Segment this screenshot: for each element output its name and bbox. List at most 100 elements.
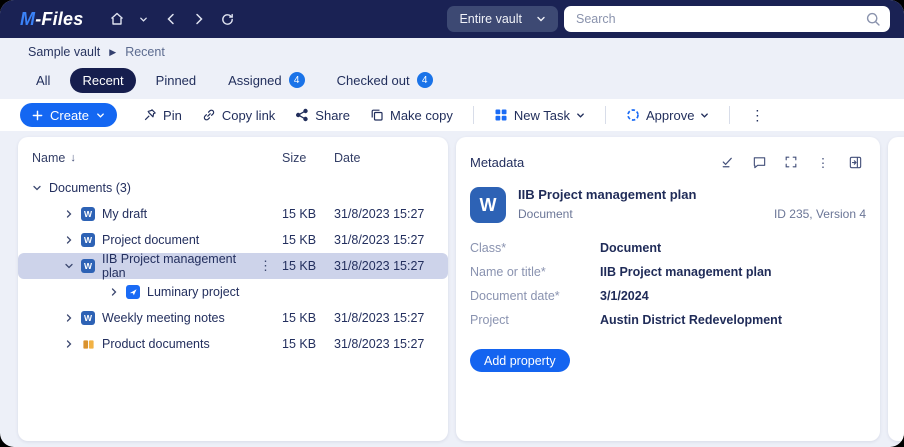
tab-label: Checked out [336, 72, 410, 88]
toolbar-divider [729, 106, 731, 124]
pin-icon [144, 109, 156, 121]
make-copy-button-label: Make copy [390, 107, 453, 123]
chevron-right-icon[interactable] [64, 209, 74, 219]
comments-button[interactable] [748, 151, 770, 173]
document-type: Document [518, 207, 573, 221]
file-list-panel: Name ↓ Size Date Documents (3) W My draf… [18, 137, 448, 441]
list-column-headers: Name ↓ Size Date [18, 151, 448, 175]
list-row-product-documents[interactable]: Product documents 15 KB 31/8/2023 15:27 [18, 331, 448, 357]
toolbar-divider [605, 106, 606, 124]
metadata-panel: Metadata ⋮ [456, 137, 880, 441]
field-value[interactable]: Austin District Redevelopment [600, 313, 782, 327]
pin-button[interactable]: Pin [135, 104, 190, 127]
list-row-weekly-meeting-notes[interactable]: W Weekly meeting notes 15 KB 31/8/2023 1… [18, 305, 448, 331]
field-label: Project [470, 313, 509, 327]
chevron-right-icon[interactable] [109, 287, 119, 297]
search-icon[interactable] [865, 11, 882, 28]
main-content: Name ↓ Size Date Documents (3) W My draf… [0, 131, 904, 447]
back-button[interactable] [159, 6, 183, 32]
preview-panel-edge[interactable] [888, 137, 904, 441]
file-date: 31/8/2023 15:27 [334, 207, 425, 221]
comment-icon [753, 156, 765, 168]
tab-label: Recent [82, 72, 124, 88]
mfiles-logo: M-Files [20, 9, 83, 30]
chevron-down-icon [97, 112, 104, 118]
tab-recent[interactable]: Recent [70, 67, 136, 93]
dock-panel-button[interactable] [844, 151, 866, 173]
sign-button[interactable] [716, 151, 738, 173]
tab-assigned[interactable]: Assigned 4 [216, 67, 316, 93]
checked-out-count-badge: 4 [416, 72, 433, 88]
metadata-more-button[interactable]: ⋮ [816, 155, 830, 170]
chevron-right-icon [196, 13, 203, 25]
file-size: 15 KB [282, 337, 317, 351]
tab-label: Assigned [228, 72, 282, 88]
share-button[interactable]: Share [287, 104, 358, 127]
list-row-project-document[interactable]: W Project document 15 KB 31/8/2023 15:27 [18, 227, 448, 253]
new-task-button[interactable]: New Task [486, 104, 593, 127]
chevron-right-icon[interactable] [64, 235, 74, 245]
link-icon [203, 109, 214, 121]
file-size: 15 KB [282, 207, 317, 221]
project-icon [126, 285, 140, 299]
field-value[interactable]: Document [600, 241, 662, 255]
sub-header: Sample vault ▶ Recent All Recent Pinned … [0, 38, 904, 99]
word-document-icon: W [81, 259, 95, 273]
group-row-documents[interactable]: Documents (3) [18, 175, 448, 201]
tab-checked-out[interactable]: Checked out 4 [325, 67, 445, 93]
breadcrumb-root[interactable]: Sample vault [28, 45, 101, 59]
task-grid-icon [495, 109, 507, 121]
copy-link-button-label: Copy link [221, 107, 276, 123]
logo-m: M [20, 8, 36, 29]
more-actions-button[interactable]: ⋮ [750, 106, 765, 123]
approve-workflow-icon [627, 109, 639, 121]
sort-descending-icon[interactable]: ↓ [70, 152, 76, 164]
home-icon [111, 12, 124, 25]
field-value[interactable]: IIB Project management plan [600, 265, 772, 279]
tab-pinned[interactable]: Pinned [144, 68, 208, 93]
tab-all[interactable]: All [24, 68, 62, 93]
column-header-date[interactable]: Date [334, 151, 361, 165]
add-property-button[interactable]: Add property [470, 349, 570, 372]
create-button[interactable]: Create [20, 103, 118, 127]
field-value[interactable]: 3/1/2024 [600, 289, 649, 303]
metadata-panel-title: Metadata [470, 154, 525, 170]
plus-icon [32, 110, 43, 120]
share-icon [296, 108, 308, 122]
forward-button[interactable] [187, 6, 211, 32]
dock-right-icon [849, 156, 861, 168]
metadata-fields: Class* Document Name or title* IIB Proje… [470, 241, 866, 327]
toolbar-divider [472, 106, 474, 124]
chevron-down-icon [701, 112, 709, 118]
list-row-luminary-project[interactable]: Luminary project [18, 279, 448, 305]
column-header-size[interactable]: Size [282, 151, 307, 165]
new-task-button-label: New Task [513, 107, 570, 123]
file-name: Product documents [102, 337, 210, 351]
field-project: Project Austin District Redevelopment [470, 313, 866, 327]
approve-button[interactable]: Approve [618, 104, 717, 127]
home-button[interactable] [105, 6, 129, 32]
row-context-menu-button[interactable]: ⋮ [259, 258, 272, 273]
refresh-button[interactable] [215, 6, 239, 32]
file-name: Project document [102, 233, 200, 247]
expand-button[interactable] [780, 151, 802, 173]
chevron-left-icon [167, 13, 175, 25]
field-class: Class* Document [470, 241, 866, 255]
top-bar: M-Files Entire vault [0, 0, 904, 38]
make-copy-button[interactable]: Make copy [362, 104, 461, 127]
vault-scope-dropdown[interactable]: Entire vault [447, 6, 558, 32]
list-row-my-draft[interactable]: W My draft 15 KB 31/8/2023 15:27 [18, 201, 448, 227]
list-row-iib-project-management-plan[interactable]: W IIB Project management plan ⋮ 15 KB 31… [18, 252, 448, 280]
search-input[interactable] [576, 12, 865, 26]
copy-link-button[interactable]: Copy link [194, 104, 283, 127]
chevron-right-icon[interactable] [64, 339, 74, 349]
approve-button-label: Approve [646, 107, 695, 123]
tab-label: All [36, 72, 51, 88]
chevron-down-icon[interactable] [32, 183, 42, 193]
home-menu-button[interactable] [131, 6, 155, 32]
field-label: Document date* [470, 289, 560, 303]
column-header-name[interactable]: Name [32, 151, 66, 165]
chevron-down-icon[interactable] [64, 261, 74, 271]
chevron-right-icon[interactable] [64, 313, 74, 323]
field-document-date: Document date* 3/1/2024 [470, 289, 866, 303]
